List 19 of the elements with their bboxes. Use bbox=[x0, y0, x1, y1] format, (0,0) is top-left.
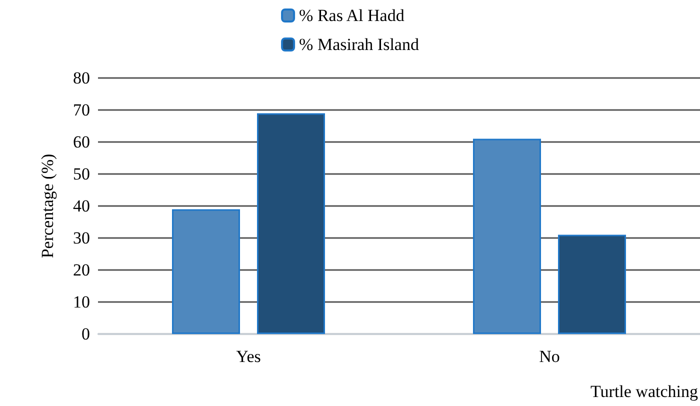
y-tick-label: 50 bbox=[73, 164, 90, 184]
y-tick-label: 0 bbox=[82, 324, 90, 344]
y-tick-label: 20 bbox=[73, 260, 90, 280]
y-tick-label: 10 bbox=[73, 292, 90, 312]
x-tick-label: Yes bbox=[236, 347, 261, 366]
bar bbox=[172, 209, 240, 334]
legend-label: % Masirah Island bbox=[299, 35, 420, 54]
y-tick-label: 40 bbox=[73, 196, 90, 216]
y-tick-label: 30 bbox=[73, 228, 90, 248]
y-axis-title: Percentage (%) bbox=[38, 154, 57, 258]
bar bbox=[473, 138, 541, 334]
bar bbox=[558, 234, 626, 334]
x-axis-title: Turtle watching bbox=[590, 382, 698, 401]
y-tick-label: 70 bbox=[73, 100, 90, 120]
y-tick-label: 60 bbox=[73, 132, 90, 152]
y-tick-label: 80 bbox=[73, 68, 90, 88]
legend-label: % Ras Al Hadd bbox=[299, 6, 405, 25]
x-tick-label: No bbox=[539, 347, 560, 366]
bar bbox=[257, 113, 325, 334]
